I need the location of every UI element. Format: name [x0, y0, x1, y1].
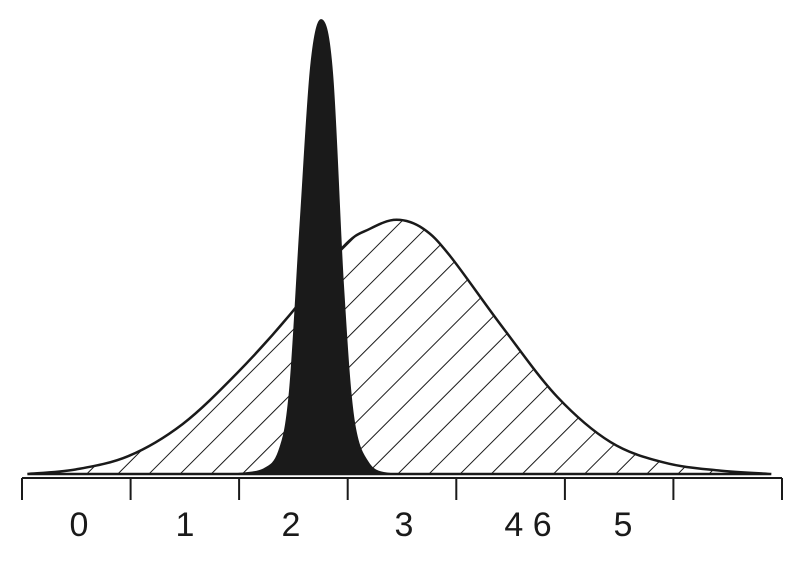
series-layer	[27, 19, 772, 476]
x-tick-label: 1	[176, 506, 195, 544]
solid-density-area	[235, 19, 392, 475]
x-tick-label: 2	[282, 506, 301, 544]
x-tick-label: 4 6	[504, 506, 551, 544]
x-tick-label: 3	[395, 506, 414, 544]
x-tick-label: 0	[70, 506, 89, 544]
hatched-density-area	[27, 218, 772, 476]
x-tick-labels: 0 1 2 3 4 6 5	[70, 506, 633, 544]
x-tick-label: 5	[614, 506, 633, 544]
x-axis	[21, 477, 783, 500]
